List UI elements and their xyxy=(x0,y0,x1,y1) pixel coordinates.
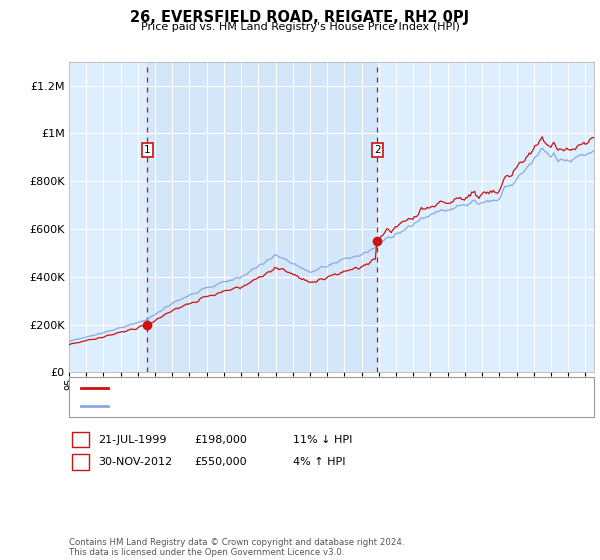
Text: HPI: Average price, detached house, Reigate and Banstead: HPI: Average price, detached house, Reig… xyxy=(114,401,409,411)
Text: £550,000: £550,000 xyxy=(194,457,247,467)
Text: 4% ↑ HPI: 4% ↑ HPI xyxy=(293,457,346,467)
Text: Price paid vs. HM Land Registry's House Price Index (HPI): Price paid vs. HM Land Registry's House … xyxy=(140,22,460,32)
Text: 11% ↓ HPI: 11% ↓ HPI xyxy=(293,435,352,445)
Text: 26, EVERSFIELD ROAD, REIGATE, RH2 0PJ (detached house): 26, EVERSFIELD ROAD, REIGATE, RH2 0PJ (d… xyxy=(114,383,410,393)
Text: 21-JUL-1999: 21-JUL-1999 xyxy=(98,435,166,445)
Bar xyxy=(148,62,377,372)
Text: 2: 2 xyxy=(374,145,381,155)
Text: 2: 2 xyxy=(77,457,84,467)
Text: 1: 1 xyxy=(144,145,151,155)
Text: £198,000: £198,000 xyxy=(194,435,247,445)
Text: 26, EVERSFIELD ROAD, REIGATE, RH2 0PJ: 26, EVERSFIELD ROAD, REIGATE, RH2 0PJ xyxy=(130,10,470,25)
Text: 30-NOV-2012: 30-NOV-2012 xyxy=(98,457,172,467)
Text: 1: 1 xyxy=(77,435,84,445)
Text: Contains HM Land Registry data © Crown copyright and database right 2024.
This d: Contains HM Land Registry data © Crown c… xyxy=(69,538,404,557)
